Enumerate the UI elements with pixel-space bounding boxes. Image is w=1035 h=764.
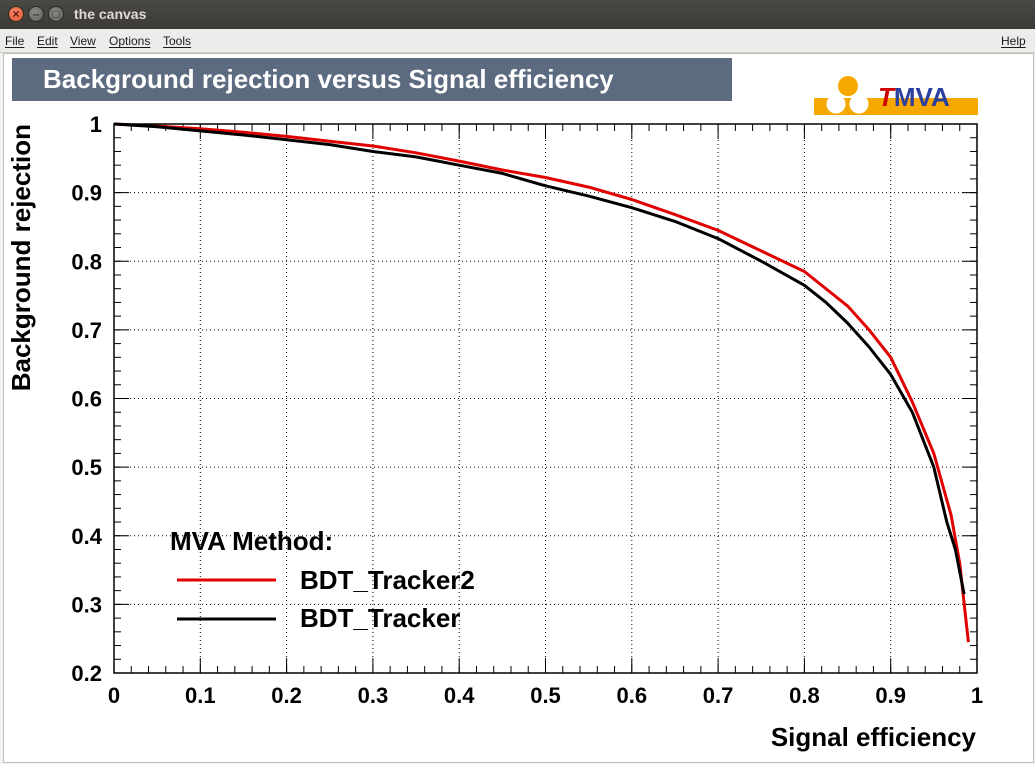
y-tick-label: 0.7	[71, 318, 102, 343]
axis-tick-labels: 0 0.1 0.2 0.3 0.4 0.5 0.6 0.7 0.8 0.9 1 0.2 0.3 0.4 0.…	[71, 112, 983, 708]
x-tick-label: 0.5	[530, 683, 561, 708]
chart-title: Background rejection versus Signal effic…	[12, 58, 732, 101]
x-tick-label: 0.2	[271, 683, 302, 708]
series-line-bdt-tracker2	[113, 122, 970, 643]
x-tick-label: 0.1	[185, 683, 216, 708]
y-tick-label: 0.3	[71, 592, 102, 617]
x-tick-label: 0.9	[875, 683, 906, 708]
logo-dot-right	[849, 94, 869, 114]
logo-letter-t: T	[878, 82, 896, 112]
x-tick-label: 0.8	[789, 683, 820, 708]
series-line-bdt-tracker	[113, 122, 966, 595]
legend-label-bdt-tracker2: BDT_Tracker2	[300, 565, 475, 595]
x-tick-label: 1	[971, 683, 983, 708]
y-tick-label: 0.4	[71, 524, 102, 549]
close-window-button[interactable]: ×	[8, 6, 24, 22]
x-tick-label: 0	[108, 683, 120, 708]
window-title: the canvas	[74, 6, 147, 22]
y-tick-label: 1	[90, 112, 102, 137]
menu-edit[interactable]: Edit	[37, 34, 58, 48]
logo-dot-left	[826, 94, 846, 114]
x-tick-label: 0.7	[703, 683, 734, 708]
legend-label-bdt-tracker: BDT_Tracker	[300, 603, 460, 633]
menu-help[interactable]: Help	[1001, 34, 1026, 48]
minimize-window-button[interactable]: –	[28, 6, 44, 22]
y-tick-label: 0.8	[71, 249, 102, 274]
y-tick-label: 0.6	[71, 387, 102, 412]
y-tick-label: 0.9	[71, 181, 102, 206]
y-axis-label: Background rejection	[6, 124, 36, 391]
logo-dot-top	[838, 76, 858, 96]
tmva-logo: TMVA	[814, 76, 978, 115]
chart-series	[113, 122, 970, 643]
menu-bar: File Edit View Options Tools Help	[0, 29, 1035, 53]
window-titlebar: × – □ the canvas	[0, 0, 1035, 29]
y-tick-label: 0.2	[71, 661, 102, 686]
axis-ticks	[113, 123, 978, 674]
plot-frame	[113, 123, 978, 674]
chart-grid	[114, 124, 977, 673]
menu-tools[interactable]: Tools	[163, 34, 192, 48]
logo-letters-mva: MVA	[894, 82, 950, 112]
legend-header: MVA Method:	[170, 526, 333, 556]
menu-options[interactable]: Options	[109, 34, 151, 48]
x-tick-label: 0.6	[617, 683, 648, 708]
menu-file[interactable]: File	[5, 34, 25, 48]
logo-wordmark: TMVA	[878, 82, 950, 112]
x-axis-label: Signal efficiency	[771, 722, 977, 752]
x-tick-label: 0.3	[358, 683, 389, 708]
x-tick-label: 0.4	[444, 683, 475, 708]
maximize-window-button[interactable]: □	[48, 6, 64, 22]
y-tick-label: 0.5	[71, 455, 102, 480]
menu-view[interactable]: View	[70, 34, 96, 48]
chart-legend: MVA Method: BDT_Tracker2 BDT_Tracker	[170, 526, 475, 633]
